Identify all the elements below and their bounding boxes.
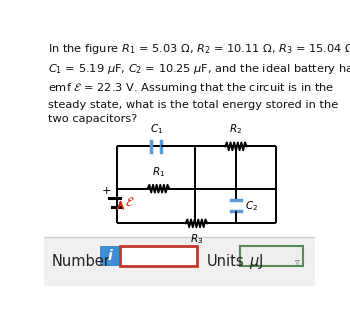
Text: Units: Units <box>206 254 244 269</box>
Text: ▿: ▿ <box>295 256 300 266</box>
Text: $C_1$: $C_1$ <box>149 123 163 136</box>
Text: $R_3$: $R_3$ <box>190 232 203 246</box>
Bar <box>240 247 303 266</box>
Text: $R_2$: $R_2$ <box>229 123 243 136</box>
Bar <box>44 237 315 286</box>
Bar <box>120 247 197 266</box>
Text: +: + <box>102 186 111 195</box>
Bar <box>99 247 120 266</box>
Text: In the figure $R_1$ = 5.03 $\Omega$, $R_2$ = 10.11 $\Omega$, $R_3$ = 15.04 $\Ome: In the figure $R_1$ = 5.03 $\Omega$, $R_… <box>48 42 350 124</box>
Text: $\mathcal{E}$: $\mathcal{E}$ <box>125 196 135 209</box>
Text: $C_2$: $C_2$ <box>245 199 258 213</box>
Text: $R_1$: $R_1$ <box>152 165 165 179</box>
Text: Number: Number <box>51 254 110 269</box>
Text: $\mu$J: $\mu$J <box>249 252 264 271</box>
Text: i: i <box>107 249 112 264</box>
